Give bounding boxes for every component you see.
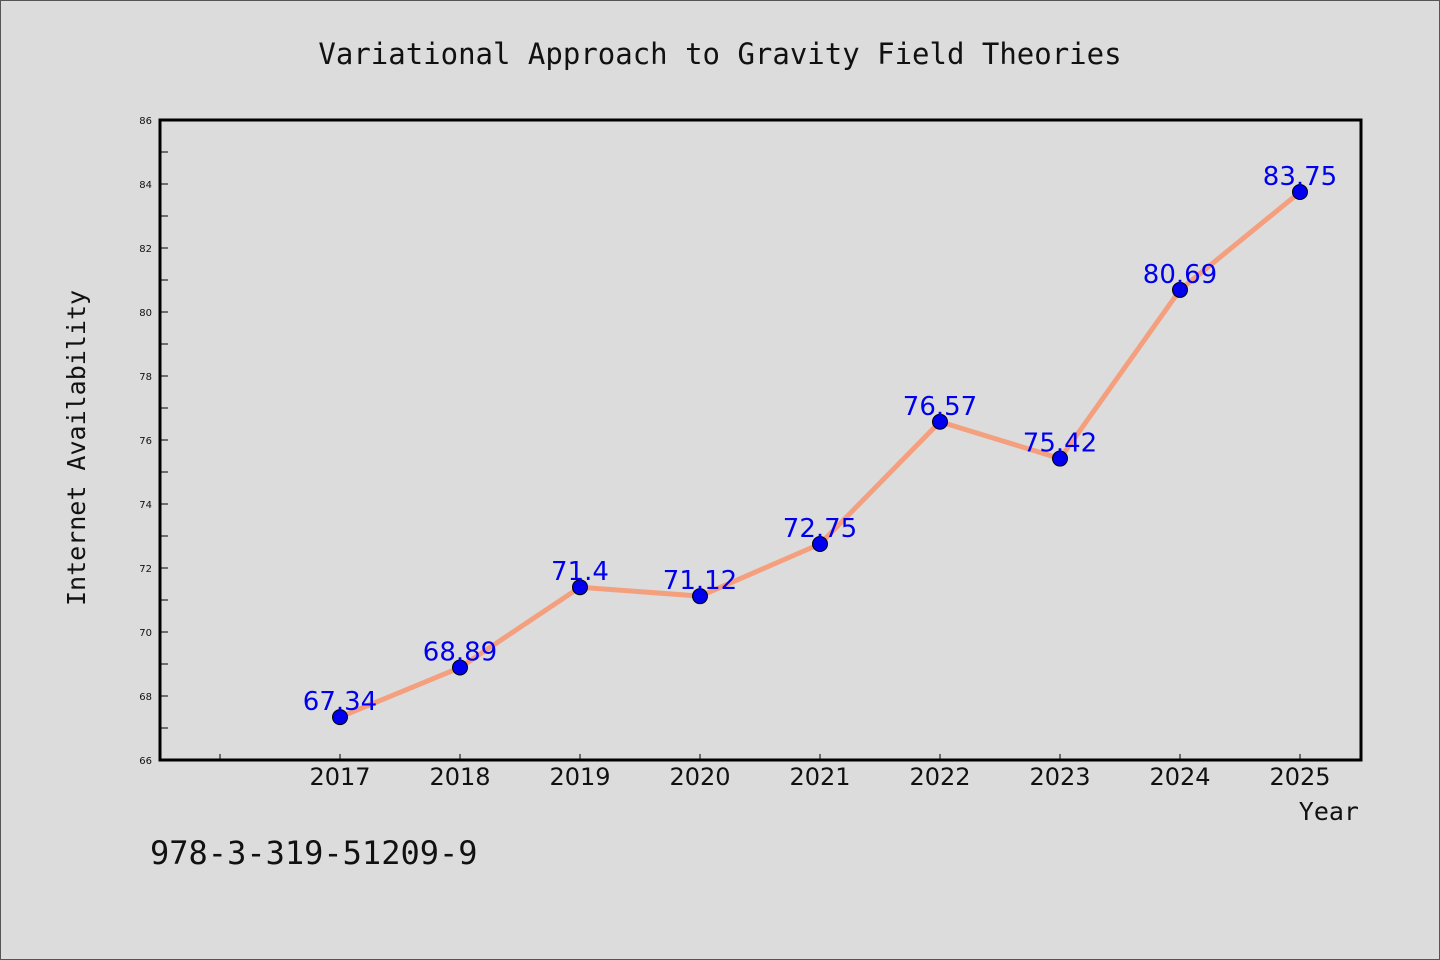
x-tick-label: 2025 [1269, 763, 1330, 791]
data-label: 67.34 [303, 687, 377, 717]
data-point [1172, 281, 1188, 298]
y-tick-label: 84 [139, 180, 152, 191]
x-axis-label: Year [1299, 797, 1359, 826]
y-tick-label: 86 [139, 116, 152, 127]
data-label: 75.42 [1023, 429, 1097, 459]
y-tick-label: 76 [139, 436, 152, 447]
data-label: 71.12 [663, 566, 737, 596]
y-tick-label: 72 [139, 564, 152, 575]
x-tick-label: 2017 [309, 763, 370, 791]
data-point [332, 709, 348, 726]
data-point [812, 536, 828, 552]
x-tick-label: 2023 [1029, 763, 1090, 791]
data-label: 72.75 [783, 514, 857, 544]
x-tick-label: 2020 [669, 763, 730, 791]
footer-isbn: 978-3-319-51209-9 [150, 834, 478, 872]
x-tick-label: 2019 [549, 763, 610, 791]
data-point [1052, 450, 1068, 467]
y-tick-label: 82 [139, 244, 152, 255]
data-point [452, 659, 468, 676]
x-tick-label: 2022 [909, 763, 970, 791]
plot-area: 66 68 70 72 74 76 78 80 82 84 86 2017 2018 2019 2020 20… [139, 116, 1363, 791]
data-label: 76.57 [903, 392, 977, 422]
x-tick-label: 2021 [789, 763, 850, 791]
data-label: 80.69 [1143, 260, 1217, 290]
x-tick-label: 2024 [1149, 763, 1210, 791]
y-tick-label: 80 [139, 308, 152, 319]
data-label: 83.75 [1263, 162, 1337, 192]
plot-frame [158, 118, 1363, 762]
y-tick-label: 78 [139, 372, 152, 383]
x-tick-label: 2018 [429, 763, 490, 791]
y-tick-label: 68 [139, 692, 152, 703]
data-point [1292, 184, 1308, 200]
data-point [692, 588, 708, 605]
data-point [572, 579, 588, 596]
data-label: 71.4 [551, 557, 609, 587]
y-axis-label: Internet Availability [62, 290, 91, 606]
chart-title: Variational Approach to Gravity Field Th… [318, 37, 1121, 71]
y-tick-label: 70 [139, 628, 152, 639]
data-point [932, 413, 948, 430]
data-label: 68.89 [423, 638, 497, 668]
y-tick-label: 66 [139, 756, 152, 767]
y-tick-label: 74 [139, 500, 152, 511]
